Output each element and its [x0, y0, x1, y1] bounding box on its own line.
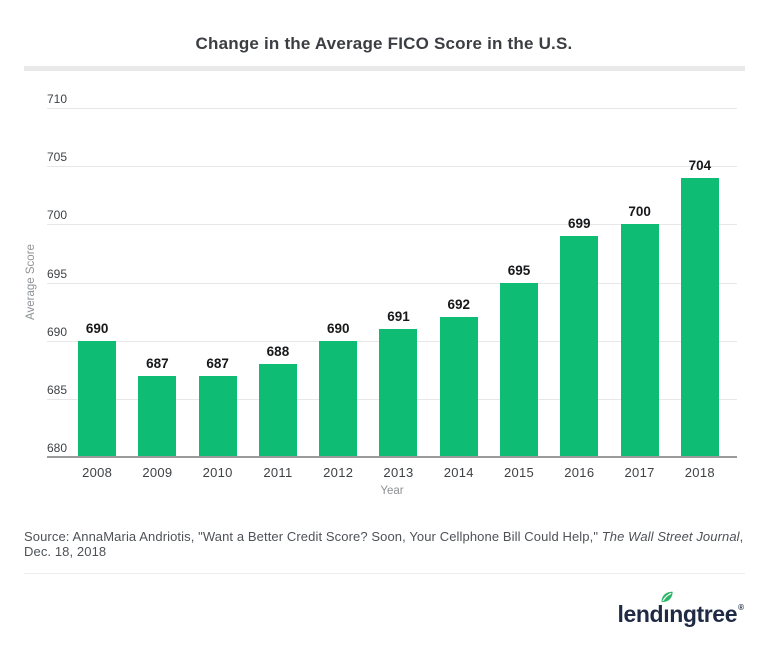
bar-value-label: 700	[628, 204, 651, 220]
ytick-label-680: 680	[47, 441, 68, 455]
x-axis-baseline	[47, 456, 737, 458]
source-citation: Source: AnnaMaria Andriotis, "Want a Bet…	[24, 529, 746, 559]
bar-slot-2012: 690	[308, 108, 368, 457]
bar-slot-2013: 691	[368, 108, 428, 457]
bar-2016	[560, 235, 599, 457]
bar-2012	[319, 340, 358, 457]
bar-2008	[78, 340, 117, 457]
bar-value-label: 687	[206, 355, 229, 371]
xtick-label-2017: 2017	[624, 465, 655, 480]
title-divider	[24, 66, 745, 71]
lendingtree-logo: lendı ngtree ®	[617, 591, 744, 629]
plot-area: Year 710 705 700 695 690 685 680 690 2008 687 2009…	[47, 92, 737, 497]
bar-2017	[620, 224, 659, 457]
bar-2015	[500, 282, 539, 457]
bar-slot-2015: 695	[489, 108, 549, 457]
logo-wordmark: lendı ngtree	[617, 591, 738, 629]
bar-slot-2017: 700	[609, 108, 669, 457]
bar-2018	[680, 177, 719, 457]
xtick-label-2014: 2014	[443, 465, 474, 480]
bar-value-label: 690	[326, 320, 350, 336]
bar-2014	[439, 317, 478, 457]
x-axis-title: Year	[380, 485, 404, 497]
bar-slot-2014: 692	[429, 108, 489, 457]
bar-slot-2009: 687	[127, 108, 187, 457]
bar-slot-2016: 699	[549, 108, 609, 457]
logo-dotless-i: ı	[663, 601, 670, 627]
xtick-label-2015: 2015	[503, 465, 535, 480]
xtick-label-2012: 2012	[323, 465, 354, 480]
bar-value-label: 695	[507, 262, 531, 278]
y-axis-title: Average Score	[25, 244, 37, 320]
ytick-label-710: 710	[47, 92, 68, 106]
bar-2013	[379, 329, 418, 457]
bar-slot-2008: 690	[67, 108, 127, 457]
bar-value-label: 690	[85, 320, 109, 336]
bar-value-label: 692	[447, 297, 471, 313]
xtick-label-2011: 2011	[263, 465, 293, 480]
logo-wordmark-pre: lend	[617, 601, 664, 627]
xtick-label-2016: 2016	[564, 465, 595, 480]
leaf-icon	[661, 591, 673, 602]
logo-i: ı	[661, 591, 673, 627]
bar-value-label: 704	[688, 157, 712, 173]
bar-value-label: 687	[146, 355, 169, 371]
gridline-695	[47, 282, 737, 284]
bar-2011	[258, 363, 297, 457]
bar-value-label: 699	[568, 215, 591, 231]
chart-title: Change in the Average FICO Score in the …	[195, 34, 573, 53]
xtick-label-2018: 2018	[684, 465, 715, 480]
xtick-label-2009: 2009	[142, 465, 173, 480]
gridline-705	[47, 166, 737, 168]
xtick-label-2013: 2013	[383, 465, 414, 480]
source-publication: The Wall Street Journal	[601, 529, 740, 544]
bar-slot-2018: 704	[670, 108, 730, 457]
gridline-700	[47, 224, 737, 226]
footer-divider	[24, 573, 745, 574]
ytick-label-700: 700	[47, 208, 68, 223]
gridline-710	[47, 108, 737, 109]
bar-slot-2011: 688	[248, 108, 308, 457]
source-date: , Dec. 18, 2018	[24, 529, 744, 559]
ytick-label-685: 685	[47, 382, 68, 397]
bar-slot-2010: 687	[188, 108, 248, 457]
ytick-label-695: 695	[47, 266, 68, 281]
bar-2009	[138, 375, 177, 457]
xtick-label-2010: 2010	[202, 465, 233, 480]
bar-2010	[198, 375, 237, 457]
xtick-label-2008: 2008	[82, 465, 113, 480]
source-text: Source: AnnaMaria Andriotis, "Want a Bet…	[24, 529, 602, 544]
ytick-label-690: 690	[47, 324, 68, 339]
registered-mark: ®	[738, 603, 744, 612]
bar-value-label: 691	[387, 309, 410, 325]
bar-value-label: 688	[266, 343, 290, 359]
logo-wordmark-post: ngtree	[669, 601, 738, 627]
ytick-label-705: 705	[47, 150, 68, 165]
